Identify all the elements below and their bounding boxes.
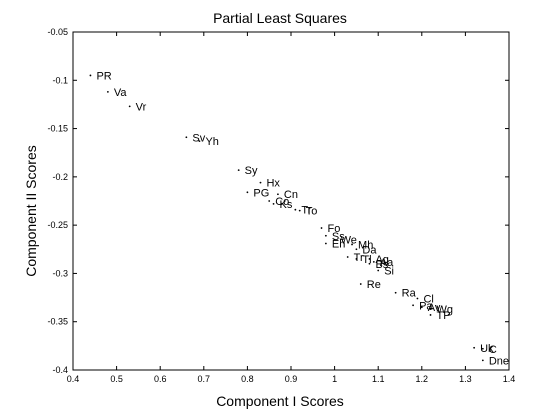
point-label: Mh: [358, 239, 373, 251]
x-tick-label: 0.6: [154, 374, 167, 384]
data-point: [420, 306, 423, 309]
data-point: [272, 202, 275, 205]
data-point: [128, 105, 131, 108]
x-tick-label: 0.7: [198, 374, 211, 384]
point-label: Ag: [375, 254, 388, 266]
point-label: Fo: [328, 223, 341, 235]
y-tick-label: -0.3: [52, 268, 68, 278]
point-label: Cl: [423, 294, 433, 306]
axis-ticks: 0.4 0.5 0.6 0.7 0.8 0.9 1 1.1 1.2 1.3 1.4 -0.05 -0.1…: [47, 27, 515, 384]
point-label: Dne: [489, 355, 509, 367]
y-tick-label: -0.1: [52, 75, 68, 85]
x-tick-label: 1.4: [503, 374, 516, 384]
y-tick-label: -0.4: [52, 365, 68, 375]
data-point: [294, 208, 297, 211]
data-point: [412, 304, 414, 307]
point-label: PG: [253, 187, 269, 199]
x-tick-label: 1.2: [416, 374, 429, 384]
data-point: [394, 291, 397, 294]
point-label: Bs: [375, 259, 388, 271]
data-point: [320, 227, 323, 229]
data-point: [355, 248, 358, 251]
point-label: Cn: [284, 189, 298, 201]
point-label: Hx: [266, 178, 280, 190]
x-tick-label: 1: [332, 374, 337, 384]
point-label: Sy: [245, 165, 258, 177]
x-tick-label: 0.9: [285, 374, 298, 384]
y-tick-label: -0.15: [47, 124, 68, 134]
data-point: [324, 234, 327, 237]
point-label: To: [306, 206, 318, 218]
point-label: Tr: [301, 205, 311, 217]
data-point: [198, 140, 201, 143]
data-point: [372, 260, 375, 263]
data-point: [368, 258, 371, 260]
point-label: Av: [428, 302, 441, 314]
data-point: [268, 200, 271, 202]
point-label: Uk: [480, 343, 494, 355]
point-label: We: [341, 235, 357, 247]
y-axis-label: Component II Scores: [23, 145, 39, 277]
point-label: Sv: [192, 132, 205, 144]
point-label: Aa: [380, 257, 394, 269]
point-label: Da: [362, 244, 377, 256]
data-point: [368, 262, 371, 265]
y-tick-label: -0.2: [52, 172, 68, 182]
data-point: [259, 181, 262, 184]
x-tick-label: 1.3: [459, 374, 472, 384]
data-point: [355, 258, 358, 260]
x-tick-label: 0.8: [241, 374, 254, 384]
y-tick-label: -0.35: [47, 317, 68, 327]
data-point: [333, 238, 336, 241]
point-label: Ra: [402, 288, 417, 300]
point-label: Ks: [280, 199, 293, 211]
data-point: [377, 269, 380, 272]
data-point: [481, 347, 484, 350]
data-point: [429, 314, 432, 316]
data-point: [246, 191, 249, 194]
x-tick-label: 1.1: [372, 374, 385, 384]
x-tick-label: 0.5: [110, 374, 123, 384]
x-axis-label: Component I Scores: [216, 393, 344, 409]
point-label: Yh: [205, 136, 218, 148]
point-label: Si: [384, 266, 394, 278]
data-point: [416, 297, 419, 300]
x-tick-label: 0.4: [67, 374, 80, 384]
point-label: Re: [367, 279, 381, 291]
data-point: [324, 242, 327, 245]
data-point: [351, 243, 353, 246]
point-label: Eh: [332, 238, 345, 250]
point-label: Vr: [136, 101, 147, 113]
point-label: Wg: [437, 304, 454, 316]
point-label: C: [489, 344, 497, 356]
data-point: [89, 74, 92, 77]
data-point: [277, 193, 279, 196]
point-label: Tr: [354, 252, 364, 264]
point-label: Va: [114, 87, 128, 99]
point-label: TP: [437, 310, 451, 322]
data-point: [481, 359, 484, 362]
y-tick-label: -0.25: [47, 220, 68, 230]
data-point: [185, 136, 188, 139]
chart-title: Partial Least Squares: [213, 10, 347, 26]
point-label: PR: [96, 70, 111, 82]
data-point: [359, 283, 362, 285]
data-point: [106, 90, 109, 93]
data-point: [429, 308, 432, 311]
point-label: Tl: [362, 254, 371, 266]
data-point: [473, 346, 476, 349]
point-label: Co: [275, 196, 289, 208]
data-point: [346, 256, 349, 258]
data-point: [237, 169, 240, 171]
y-tick-label: -0.05: [47, 27, 68, 37]
data-point: [298, 209, 301, 212]
